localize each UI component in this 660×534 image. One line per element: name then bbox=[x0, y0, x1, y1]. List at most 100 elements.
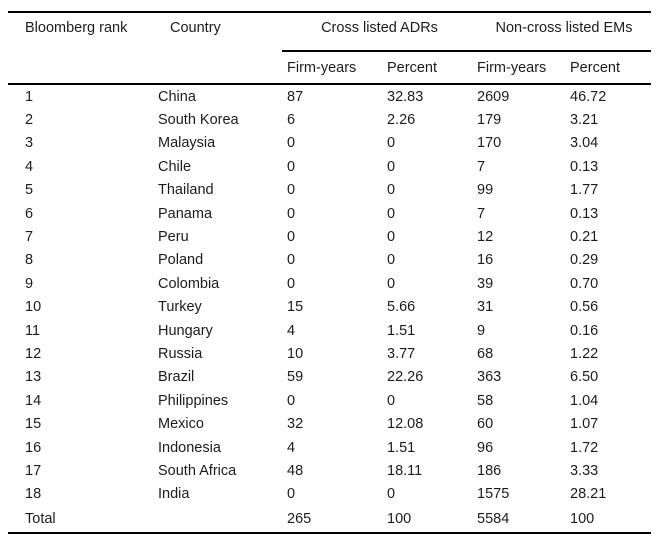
rank-cell: 7 bbox=[25, 229, 34, 246]
adr-firm-years-cell: 15 bbox=[287, 299, 304, 316]
table-row: 14 Philippines 0 0 58 1.04 bbox=[8, 389, 651, 412]
adr-firm-years-cell: 59 bbox=[287, 369, 304, 386]
em-firm-years-cell: 68 bbox=[477, 345, 494, 362]
table-row: 3 Malaysia 0 0 170 3.04 bbox=[8, 132, 651, 155]
rank-cell: 13 bbox=[25, 369, 42, 386]
em-percent-cell: 0.21 bbox=[570, 229, 599, 246]
sub-header-row: Firm-years Percent Firm-years Percent bbox=[8, 51, 652, 85]
em-percent-cell: 1.72 bbox=[570, 439, 599, 456]
table-row: 13 Brazil 59 22.26 363 6.50 bbox=[8, 366, 651, 389]
country-cell: Peru bbox=[158, 229, 189, 246]
adr-firm-years-cell: 0 bbox=[287, 392, 296, 409]
em-percent-cell: 28.21 bbox=[570, 486, 607, 503]
cross-listed-adrs-group-header: Cross listed ADRs bbox=[282, 12, 472, 52]
rank-cell: 5 bbox=[25, 182, 34, 199]
em-percent-cell: 1.77 bbox=[570, 182, 599, 199]
country-cell: Turkey bbox=[158, 299, 202, 316]
rank-cell: 15 bbox=[25, 416, 42, 433]
table-row: 2 South Korea 6 2.26 179 3.21 bbox=[8, 108, 651, 131]
adr-percent-cell: 0 bbox=[387, 229, 396, 246]
adr-firm-years-cell: 265 bbox=[287, 511, 312, 528]
em-percent-cell: 3.33 bbox=[570, 462, 599, 479]
adr-firm-years-header: Firm-years bbox=[282, 51, 382, 85]
em-firm-years-cell: 16 bbox=[477, 252, 494, 269]
em-firm-years-cell: 39 bbox=[477, 275, 494, 292]
adr-percent-cell: 0 bbox=[387, 486, 396, 503]
adr-firm-years-cell: 0 bbox=[287, 158, 296, 175]
country-cell: Panama bbox=[158, 205, 213, 222]
table-body: 1 China 87 32.83 2609 46.72 2 South Korea 6 2.26 1… bbox=[8, 84, 651, 533]
adr-percent-cell: 3.77 bbox=[387, 345, 416, 362]
adr-firm-years-cell: 0 bbox=[287, 135, 296, 152]
adr-percent-cell: 0 bbox=[387, 135, 396, 152]
table-row: 16 Indonesia 4 1.51 96 1.72 bbox=[8, 436, 651, 459]
em-firm-years-cell: 7 bbox=[477, 205, 486, 222]
em-firm-years-cell: 179 bbox=[477, 112, 502, 129]
rank-cell: 6 bbox=[25, 205, 34, 222]
em-percent-cell: 46.72 bbox=[570, 88, 607, 105]
rank-cell: 9 bbox=[25, 275, 34, 292]
country-cell: Philippines bbox=[158, 392, 229, 409]
country-cell: Chile bbox=[158, 158, 192, 175]
adr-percent-header: Percent bbox=[382, 51, 472, 85]
em-percent-cell: 0.16 bbox=[570, 322, 599, 339]
country-header: Country bbox=[153, 12, 282, 85]
adr-firm-years-cell: 0 bbox=[287, 486, 296, 503]
em-percent-cell: 1.07 bbox=[570, 416, 599, 433]
em-firm-years-cell: 1575 bbox=[477, 486, 510, 503]
table-row: 4 Chile 0 0 7 0.13 bbox=[8, 155, 651, 178]
adr-firm-years-cell: 0 bbox=[287, 252, 296, 269]
adr-firm-years-cell: 48 bbox=[287, 462, 304, 479]
country-cell: Brazil bbox=[158, 369, 195, 386]
table-row: 8 Poland 0 0 16 0.29 bbox=[8, 249, 651, 272]
em-percent-cell: 0.13 bbox=[570, 158, 599, 175]
adr-firm-years-cell: 0 bbox=[287, 205, 296, 222]
em-percent-cell: 0.56 bbox=[570, 299, 599, 316]
adr-firm-years-cell: 4 bbox=[287, 322, 296, 339]
em-firm-years-cell: 60 bbox=[477, 416, 494, 433]
table-row: 12 Russia 10 3.77 68 1.22 bbox=[8, 342, 651, 365]
table-row: 9 Colombia 0 0 39 0.70 bbox=[8, 272, 651, 295]
em-percent-cell: 0.13 bbox=[570, 205, 599, 222]
bloomberg-rank-header: Bloomberg rank bbox=[8, 12, 153, 85]
table-row: 7 Peru 0 0 12 0.21 bbox=[8, 225, 651, 248]
em-firm-years-cell: 58 bbox=[477, 392, 494, 409]
em-firm-years-cell: 7 bbox=[477, 158, 486, 175]
em-firm-years-cell: 2609 bbox=[477, 88, 510, 105]
adr-percent-cell: 0 bbox=[387, 158, 396, 175]
adr-firm-years-cell: 0 bbox=[287, 275, 296, 292]
adr-firm-years-cell: 4 bbox=[287, 439, 296, 456]
country-cell: India bbox=[158, 486, 190, 503]
non-cross-listed-ems-group-header: Non-cross listed EMs bbox=[472, 12, 652, 52]
table-row: 11 Hungary 4 1.51 9 0.16 bbox=[8, 319, 651, 342]
adr-percent-cell: 0 bbox=[387, 252, 396, 269]
adr-percent-cell: 2.26 bbox=[387, 112, 416, 129]
rank-cell: 17 bbox=[25, 462, 42, 479]
em-percent-cell: 3.04 bbox=[570, 135, 599, 152]
em-percent-cell: 0.70 bbox=[570, 275, 599, 292]
adr-percent-cell: 1.51 bbox=[387, 322, 416, 339]
adr-firm-years-cell: 87 bbox=[287, 88, 304, 105]
rank-cell: Total bbox=[25, 511, 56, 528]
em-firm-years-cell: 96 bbox=[477, 439, 494, 456]
adr-percent-cell: 22.26 bbox=[387, 369, 424, 386]
rank-cell: 12 bbox=[25, 345, 42, 362]
em-percent-cell: 0.29 bbox=[570, 252, 599, 269]
rank-cell: 16 bbox=[25, 439, 42, 456]
country-cell: South Korea bbox=[158, 112, 239, 129]
em-percent-cell: 100 bbox=[570, 511, 595, 528]
table-row: 17 South Africa 48 18.11 186 3.33 bbox=[8, 459, 651, 482]
em-firm-years-cell: 31 bbox=[477, 299, 494, 316]
table-row: 5 Thailand 0 0 99 1.77 bbox=[8, 179, 651, 202]
adr-percent-cell: 5.66 bbox=[387, 299, 416, 316]
adr-firm-years-cell: 6 bbox=[287, 112, 296, 129]
country-cell: Colombia bbox=[158, 275, 220, 292]
adr-firm-years-cell: 10 bbox=[287, 345, 304, 362]
rank-cell: 18 bbox=[25, 486, 42, 503]
country-cell: Thailand bbox=[158, 182, 214, 199]
total-row: Total 265 100 5584 100 bbox=[8, 506, 651, 533]
em-percent-cell: 1.22 bbox=[570, 345, 599, 362]
em-firm-years-cell: 5584 bbox=[477, 511, 510, 528]
rank-cell: 2 bbox=[25, 112, 34, 129]
adr-firm-years-cell: 0 bbox=[287, 182, 296, 199]
